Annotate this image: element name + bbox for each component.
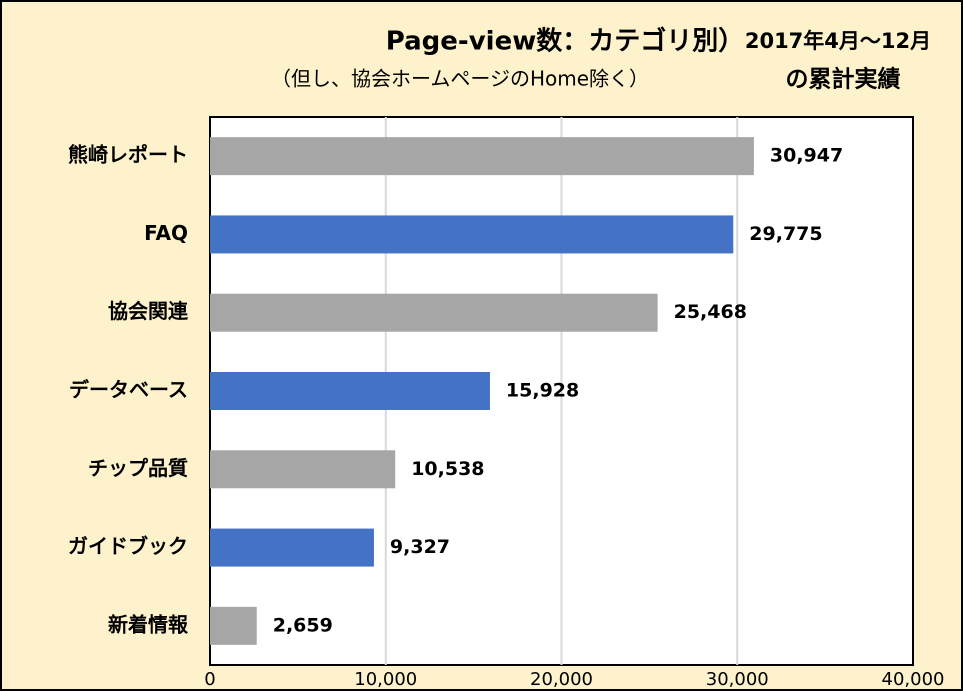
x-tick-label: 10,000 <box>354 669 417 690</box>
bar <box>210 372 490 410</box>
value-label: 9,327 <box>390 536 450 558</box>
value-label: 15,928 <box>506 380 579 402</box>
value-label: 2,659 <box>273 614 333 636</box>
bar <box>210 137 754 176</box>
bar <box>210 293 658 332</box>
value-label: 10,538 <box>411 458 484 480</box>
y-tick-label: 熊崎レポート <box>68 143 188 167</box>
bar <box>210 450 396 489</box>
y-tick-label: ガイドブック <box>68 534 188 558</box>
subtitle-right: の累計実績 <box>786 66 901 93</box>
value-label: 25,468 <box>674 301 747 323</box>
bar <box>210 215 734 254</box>
bar <box>210 606 257 645</box>
x-tick-label: 20,000 <box>530 669 593 690</box>
y-tick-label: 協会関連 <box>108 299 189 323</box>
y-tick-label: FAQ <box>144 221 188 245</box>
value-label: 29,775 <box>749 223 822 245</box>
y-tick-label: チップ品質 <box>88 456 188 480</box>
y-tick-label: データベース <box>69 378 188 402</box>
x-tick-label: 30,000 <box>706 669 769 690</box>
value-label: 30,947 <box>770 145 843 167</box>
y-tick-label: 新着情報 <box>108 612 189 636</box>
x-tick-label: 0 <box>204 669 215 690</box>
bar <box>210 528 374 567</box>
title-date: 2017年4月～12月 <box>745 29 931 53</box>
chart-title: Page-view数：カテゴリ別） <box>386 26 744 57</box>
x-tick-label: 40,000 <box>882 669 945 690</box>
subtitle: （但し、協会ホームページのHome除く） <box>271 67 649 91</box>
